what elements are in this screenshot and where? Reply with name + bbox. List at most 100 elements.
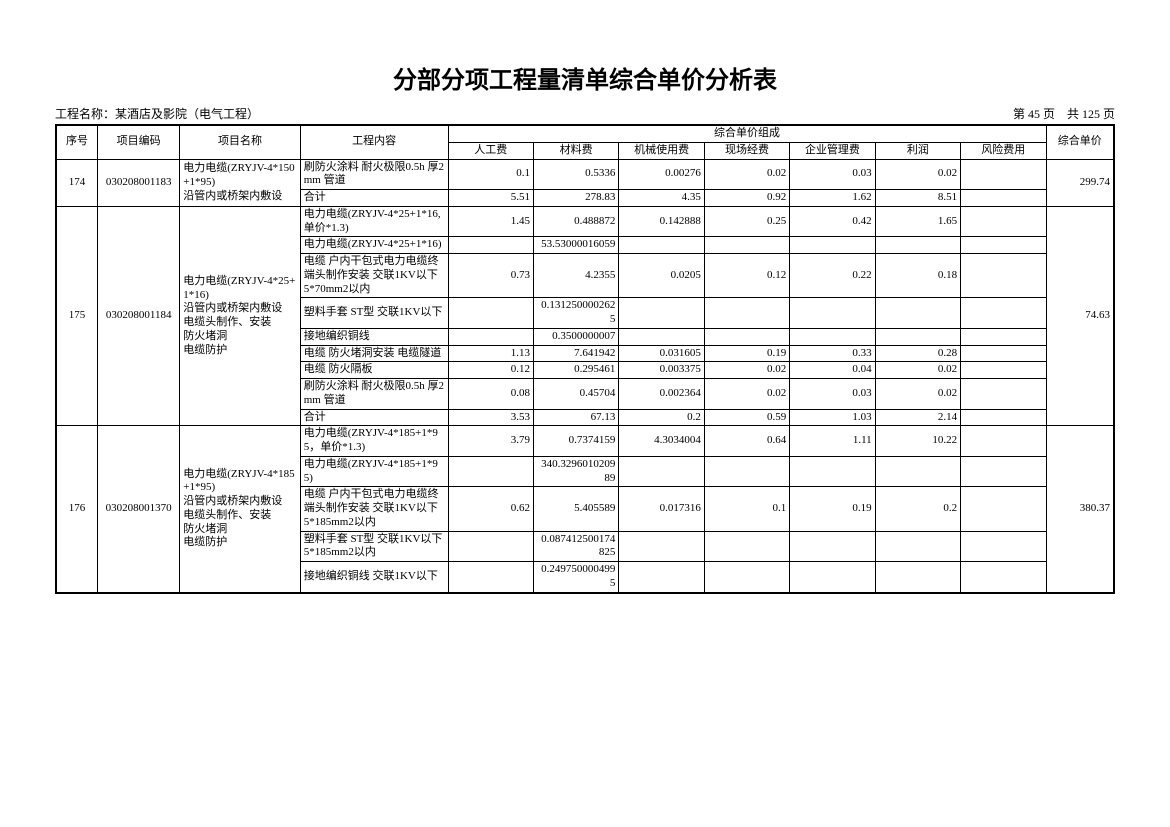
cell-machine: 4.3034004 <box>619 426 704 457</box>
cell-total: 74.63 <box>1046 206 1114 426</box>
cell-labor <box>448 237 533 254</box>
cell-machine: 0.017316 <box>619 487 704 531</box>
cell-mgmt <box>790 328 875 345</box>
cell-desc: 电力电缆(ZRYJV-4*185+1*95，单价*1.3) <box>300 426 448 457</box>
cell-mgmt <box>790 298 875 329</box>
cell-labor <box>448 562 533 593</box>
cell-profit: 0.2 <box>875 487 960 531</box>
cell-mgmt: 1.03 <box>790 409 875 426</box>
cell-desc: 电缆 户内干包式电力电缆终端头制作安装 交联1KV以下 5*185mm2以内 <box>300 487 448 531</box>
cell-desc: 合计 <box>300 190 448 207</box>
cell-profit: 8.51 <box>875 190 960 207</box>
cell-desc: 接地编织铜线 <box>300 328 448 345</box>
table-row: 175030208001184电力电缆(ZRYJV-4*25+1*16) 沿管内… <box>56 206 1114 237</box>
cell-machine: 0.142888 <box>619 206 704 237</box>
cell-name: 电力电缆(ZRYJV-4*150+1*95) 沿管内或桥架内敷设 <box>180 159 300 206</box>
cell-mgmt <box>790 456 875 487</box>
cell-code: 030208001184 <box>98 206 180 426</box>
cell-material: 0.3500000007 <box>533 328 618 345</box>
page-info: 第 45 页 共 125 页 <box>1013 105 1115 122</box>
th-risk: 风险费用 <box>961 142 1046 159</box>
cell-labor: 0.62 <box>448 487 533 531</box>
cell-labor: 1.13 <box>448 345 533 362</box>
cell-machine: 0.2 <box>619 409 704 426</box>
cell-risk <box>961 409 1046 426</box>
th-profit: 利润 <box>875 142 960 159</box>
cell-desc: 塑料手套 ST型 交联1KV以下 <box>300 298 448 329</box>
cell-labor <box>448 456 533 487</box>
cell-mgmt: 0.19 <box>790 487 875 531</box>
cell-machine: 4.35 <box>619 190 704 207</box>
cell-seq: 174 <box>56 159 98 206</box>
cell-machine <box>619 298 704 329</box>
cell-site <box>704 562 789 593</box>
cell-desc: 电力电缆(ZRYJV-4*25+1*16,单价*1.3) <box>300 206 448 237</box>
cell-material: 4.2355 <box>533 254 618 298</box>
cell-labor: 5.51 <box>448 190 533 207</box>
cell-profit: 0.02 <box>875 159 960 190</box>
th-desc: 工程内容 <box>300 125 448 159</box>
cell-material: 67.13 <box>533 409 618 426</box>
cell-material: 53.53000016059 <box>533 237 618 254</box>
cell-material: 0.087412500174825 <box>533 531 618 562</box>
cell-profit <box>875 562 960 593</box>
cell-desc: 电缆 防火隔板 <box>300 362 448 379</box>
cell-seq: 175 <box>56 206 98 426</box>
cell-machine: 0.003375 <box>619 362 704 379</box>
cell-mgmt <box>790 562 875 593</box>
cell-profit <box>875 531 960 562</box>
cell-site: 0.92 <box>704 190 789 207</box>
cell-machine: 0.031605 <box>619 345 704 362</box>
cell-material: 0.45704 <box>533 379 618 410</box>
cell-labor: 0.12 <box>448 362 533 379</box>
cell-material: 0.5336 <box>533 159 618 190</box>
cell-seq: 176 <box>56 426 98 593</box>
cell-site: 0.02 <box>704 362 789 379</box>
header-row: 工程名称：某酒店及影院（电气工程） 第 45 页 共 125 页 <box>55 105 1115 122</box>
cell-mgmt: 1.62 <box>790 190 875 207</box>
main-table: 序号 项目编码 项目名称 工程内容 综合单价组成 综合单价 人工费 材料费 机械… <box>55 124 1115 594</box>
cell-labor: 0.08 <box>448 379 533 410</box>
cell-labor: 1.45 <box>448 206 533 237</box>
cell-site: 0.02 <box>704 159 789 190</box>
cell-material: 0.488872 <box>533 206 618 237</box>
cell-risk <box>961 328 1046 345</box>
cell-desc: 电力电缆(ZRYJV-4*185+1*95) <box>300 456 448 487</box>
cell-risk <box>961 456 1046 487</box>
cell-labor <box>448 531 533 562</box>
cell-profit: 1.65 <box>875 206 960 237</box>
cell-desc: 合计 <box>300 409 448 426</box>
cell-material: 0.7374159 <box>533 426 618 457</box>
cell-labor: 0.1 <box>448 159 533 190</box>
cell-machine <box>619 456 704 487</box>
cell-mgmt <box>790 237 875 254</box>
cell-labor <box>448 328 533 345</box>
cell-risk <box>961 426 1046 457</box>
cell-machine: 0.0205 <box>619 254 704 298</box>
cell-risk <box>961 362 1046 379</box>
cell-material: 0.1312500002625 <box>533 298 618 329</box>
cell-site: 0.19 <box>704 345 789 362</box>
table-body: 174030208001183电力电缆(ZRYJV-4*150+1*95) 沿管… <box>56 159 1114 593</box>
th-group: 综合单价组成 <box>448 125 1046 142</box>
cell-mgmt: 0.22 <box>790 254 875 298</box>
th-name: 项目名称 <box>180 125 300 159</box>
cell-site: 0.59 <box>704 409 789 426</box>
cell-desc: 刷防火涂料 耐火极限0.5h 厚2mm 管道 <box>300 379 448 410</box>
cell-profit: 0.18 <box>875 254 960 298</box>
cell-mgmt <box>790 531 875 562</box>
cell-profit <box>875 328 960 345</box>
cell-risk <box>961 254 1046 298</box>
th-machine: 机械使用费 <box>619 142 704 159</box>
table-row: 176030208001370电力电缆(ZRYJV-4*185+1*95) 沿管… <box>56 426 1114 457</box>
cell-risk <box>961 237 1046 254</box>
cell-profit <box>875 237 960 254</box>
cell-mgmt: 0.03 <box>790 159 875 190</box>
cell-desc: 塑料手套 ST型 交联1KV以下 5*185mm2以内 <box>300 531 448 562</box>
cell-desc: 接地编织铜线 交联1KV以下 <box>300 562 448 593</box>
th-site: 现场经费 <box>704 142 789 159</box>
th-labor: 人工费 <box>448 142 533 159</box>
cell-machine <box>619 237 704 254</box>
cell-site: 0.02 <box>704 379 789 410</box>
cell-site: 0.25 <box>704 206 789 237</box>
